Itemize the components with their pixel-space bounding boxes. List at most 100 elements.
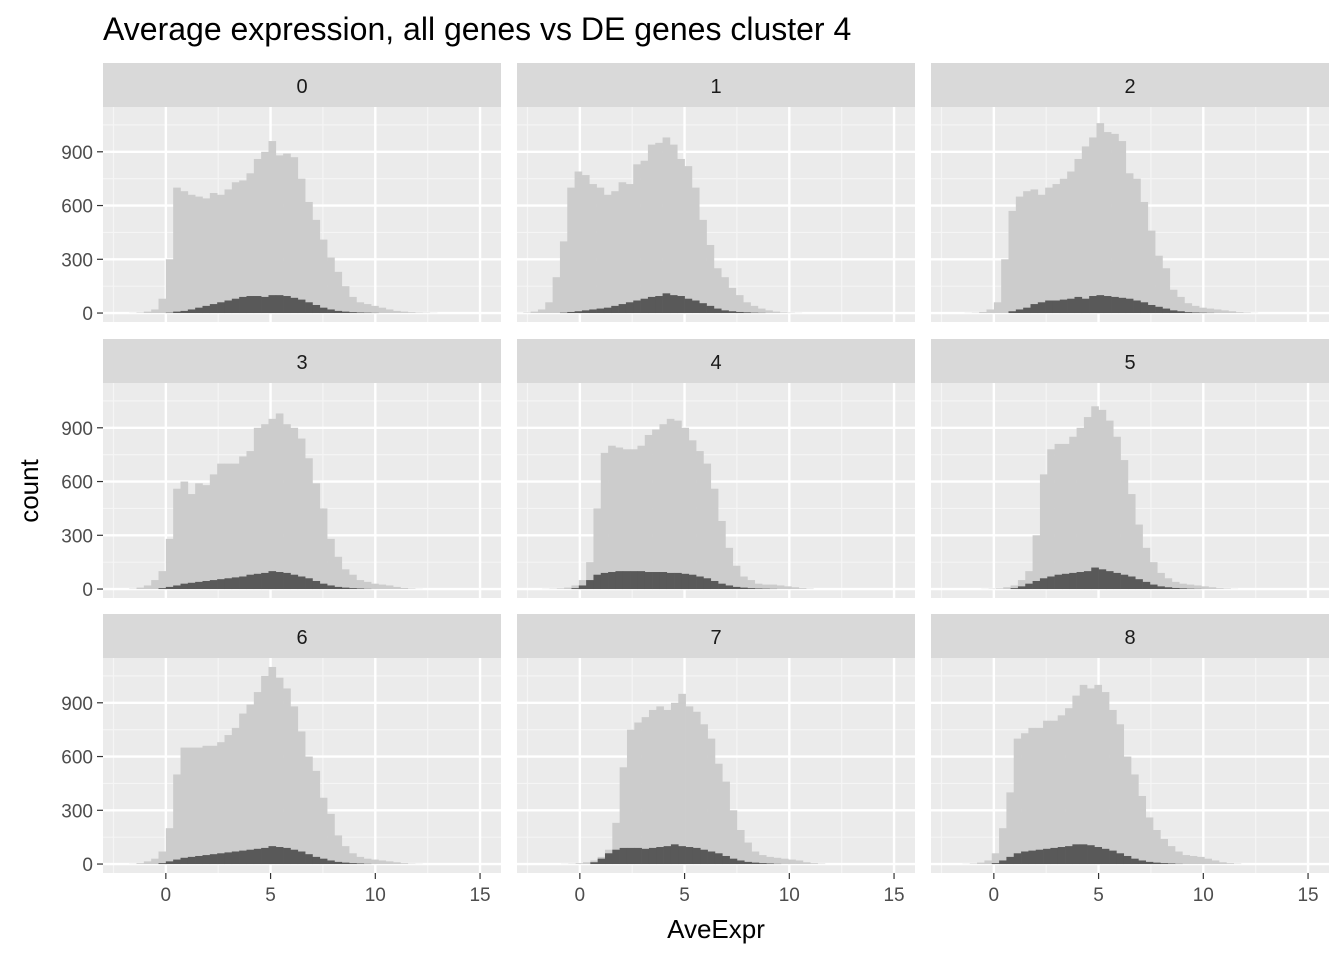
- bar-all-genes: [699, 219, 707, 314]
- bar-all-genes: [319, 508, 328, 590]
- facet-strip: [517, 339, 915, 383]
- bar-de-genes: [319, 858, 328, 865]
- bar-de-genes: [349, 312, 357, 314]
- bar-de-genes: [684, 298, 693, 314]
- facet-panel-3: 3: [97, 339, 501, 598]
- bar-all-genes: [977, 862, 985, 865]
- bar-de-genes: [604, 853, 613, 865]
- bar-all-genes: [637, 445, 646, 590]
- bar-de-genes: [341, 587, 350, 590]
- bar-de-genes: [1171, 587, 1180, 590]
- histogram-bars: [962, 684, 1242, 865]
- bar-de-genes: [999, 860, 1007, 865]
- bar-de-genes: [341, 311, 350, 314]
- bar-all-genes: [297, 178, 306, 314]
- y-tick-label: 0: [82, 304, 93, 325]
- bar-all-genes: [202, 745, 211, 865]
- bar-all-genes: [180, 481, 189, 590]
- bar-de-genes: [669, 295, 678, 314]
- bar-all-genes: [1157, 572, 1165, 590]
- bar-all-genes: [1101, 692, 1110, 865]
- bar-de-genes: [747, 588, 756, 590]
- bar-de-genes: [670, 844, 679, 865]
- bar-all-genes: [1065, 708, 1073, 865]
- bar-de-genes: [618, 304, 627, 314]
- bar-all-genes: [253, 692, 262, 865]
- bar-all-genes: [765, 310, 773, 314]
- bar-de-genes: [1127, 576, 1136, 590]
- bar-all-genes: [1182, 855, 1190, 865]
- facet-strip-label: 0: [296, 76, 307, 98]
- bar-all-genes: [769, 584, 778, 590]
- bar-all-genes: [1096, 123, 1105, 314]
- bar-de-genes: [1123, 855, 1132, 865]
- histogram-bars: [129, 413, 423, 590]
- bar-all-genes: [626, 729, 635, 865]
- histogram-bars: [129, 141, 438, 314]
- bar-all-genes: [728, 287, 737, 314]
- bar-all-genes: [545, 302, 553, 314]
- bar-de-genes: [1091, 567, 1099, 590]
- bar-all-genes: [1223, 588, 1231, 590]
- bar-all-genes: [725, 547, 734, 590]
- bar-de-genes: [1047, 576, 1055, 590]
- bar-all-genes: [718, 520, 726, 590]
- bar-all-genes: [1025, 571, 1033, 590]
- bar-all-genes: [297, 731, 306, 865]
- bar-de-genes: [685, 847, 694, 865]
- bar-all-genes: [283, 153, 291, 314]
- bar-de-genes: [736, 860, 745, 865]
- facet-strip: [103, 339, 501, 383]
- y-tick-label: 0: [82, 580, 93, 601]
- bar-all-genes: [231, 727, 240, 865]
- bar-all-genes: [574, 171, 583, 314]
- bar-all-genes: [991, 853, 1000, 865]
- y-tick-label: 900: [61, 694, 93, 715]
- bar-de-genes: [608, 572, 616, 590]
- bar-de-genes: [195, 855, 203, 865]
- bar-de-genes: [239, 850, 247, 865]
- bar-de-genes: [1133, 300, 1141, 314]
- bar-de-genes: [1155, 306, 1163, 314]
- bar-de-genes: [275, 295, 284, 314]
- bar-all-genes: [740, 576, 748, 590]
- bar-all-genes: [611, 191, 619, 314]
- bar-all-genes: [224, 189, 233, 314]
- bar-all-genes: [1001, 259, 1009, 314]
- x-tick-label: 5: [265, 885, 276, 906]
- x-tick-label: 15: [469, 885, 490, 906]
- bar-de-genes: [590, 862, 598, 865]
- bar-all-genes: [312, 219, 321, 314]
- bar-all-genes: [662, 137, 671, 314]
- bar-de-genes: [158, 863, 167, 865]
- bar-all-genes: [356, 856, 365, 865]
- bar-de-genes: [297, 851, 306, 865]
- bar-all-genes: [684, 166, 693, 314]
- bar-all-genes: [1206, 308, 1215, 314]
- bar-all-genes: [165, 259, 174, 314]
- bar-all-genes: [802, 862, 811, 865]
- bar-de-genes: [268, 846, 277, 865]
- bar-de-genes: [666, 572, 675, 590]
- bar-all-genes: [209, 745, 218, 865]
- bar-all-genes: [239, 713, 247, 865]
- bar-de-genes: [633, 300, 641, 314]
- bar-all-genes: [581, 175, 590, 314]
- bar-de-genes: [1177, 311, 1185, 314]
- bar-all-genes: [349, 574, 357, 590]
- bar-all-genes: [776, 585, 785, 590]
- bar-all-genes: [173, 187, 181, 314]
- bar-de-genes: [209, 580, 218, 590]
- bar-all-genes: [275, 677, 284, 865]
- facet-strip: [103, 614, 501, 658]
- bar-de-genes: [710, 580, 719, 590]
- bar-all-genes: [625, 184, 634, 314]
- bar-de-genes: [1083, 571, 1092, 590]
- bar-all-genes: [246, 451, 255, 590]
- bar-de-genes: [1116, 853, 1125, 865]
- bar-all-genes: [158, 851, 167, 865]
- facet-strip: [517, 63, 915, 107]
- bar-all-genes: [692, 711, 701, 865]
- bar-all-genes: [261, 151, 269, 314]
- bar-all-genes: [151, 309, 159, 314]
